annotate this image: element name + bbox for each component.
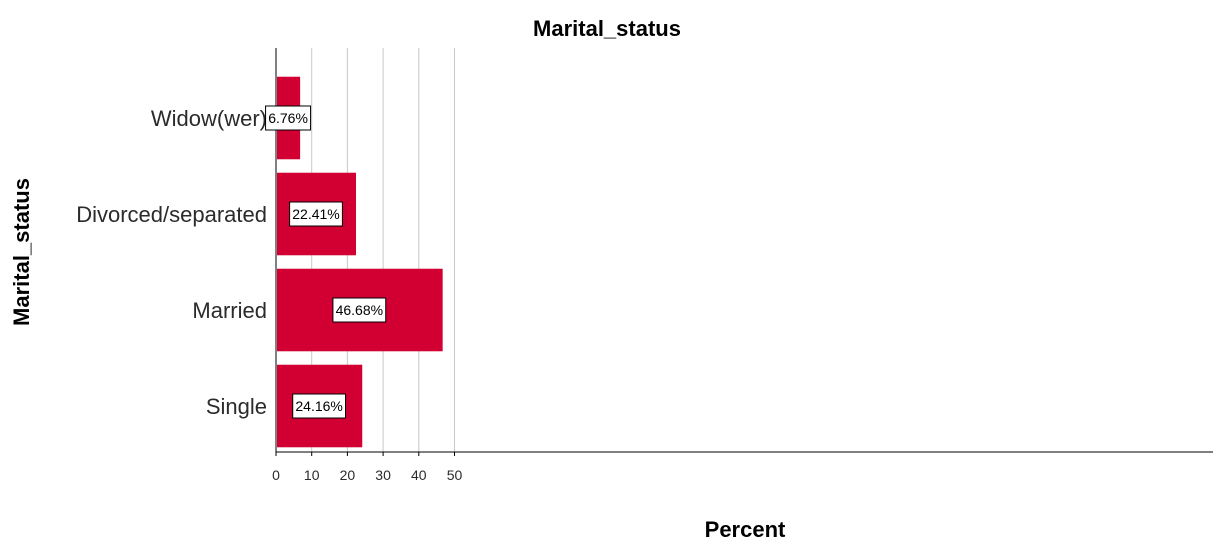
data-label: 22.41% [292, 206, 339, 222]
category-label: Single [206, 394, 267, 419]
y-category-labels: Widow(wer) Divorced/separated Married Singl… [76, 106, 267, 419]
x-tick-label: 30 [375, 467, 391, 483]
x-tick-label: 10 [304, 467, 320, 483]
axes [275, 48, 1213, 453]
x-tick-labels: 0 10 20 30 40 50 [272, 452, 462, 483]
category-label: Married [192, 298, 267, 323]
category-label: Divorced/separated [76, 202, 267, 227]
data-label-box [292, 393, 347, 419]
data-label: 24.16% [295, 398, 342, 414]
data-label-box [289, 201, 343, 227]
bars [277, 76, 443, 448]
x-tick-label: 0 [272, 467, 280, 483]
chart-title: Marital_status [533, 16, 681, 41]
data-label-box [332, 297, 387, 323]
data-labels: 6.76% 22.41% 46.68% 24.16% [265, 105, 387, 419]
data-label: 46.68% [336, 302, 383, 318]
x-tick-label: 20 [340, 467, 356, 483]
x-axis-title: Percent [705, 517, 786, 542]
x-tick-label: 40 [411, 467, 427, 483]
data-label-box [265, 105, 312, 131]
x-tick-label: 50 [447, 467, 463, 483]
y-axis-title: Marital_status [9, 178, 34, 326]
data-label: 6.76% [268, 110, 308, 126]
category-label: Widow(wer) [151, 106, 267, 131]
